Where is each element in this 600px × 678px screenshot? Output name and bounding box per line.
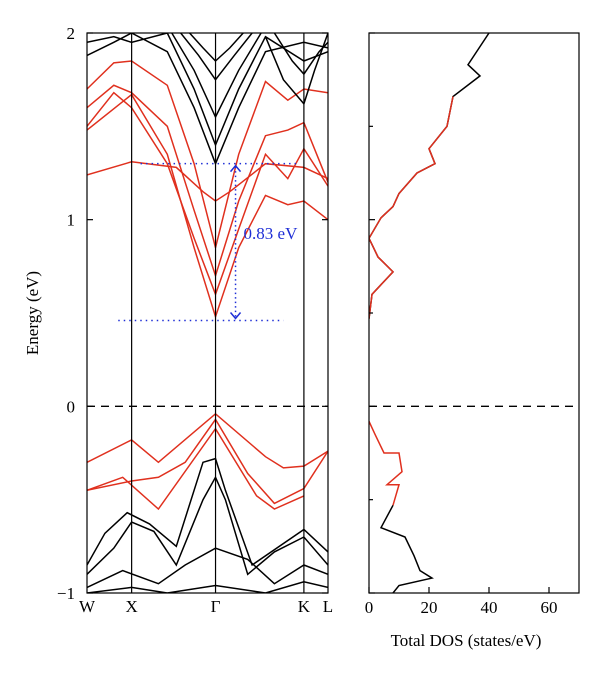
y-tick-label: 2: [67, 24, 76, 43]
band-line-black: [87, 475, 328, 576]
dos-curves: [369, 33, 490, 593]
band-gap-annotation: 0.83 eV: [118, 162, 299, 322]
band-line-red: [87, 93, 328, 320]
band-line-black: [87, 547, 328, 589]
gap-arrow-up-head: [229, 164, 242, 173]
dos-axis-ticks: 0 20 40 60: [365, 587, 558, 617]
dos-tick-label: 40: [481, 598, 498, 617]
band-line-red: [87, 427, 305, 511]
k-point-label: W: [79, 597, 96, 616]
dos-axis-label: Total DOS (states/eV): [391, 631, 542, 650]
band-gap-label: 0.83 eV: [244, 224, 299, 243]
energy-axis-label: Energy (eV): [23, 271, 42, 355]
energy-axis-ticks: −1 0 1 2: [57, 24, 328, 603]
band-line-red: [87, 412, 328, 469]
band-lines: [87, 33, 328, 593]
band-line-black: [180, 33, 253, 81]
dos-curve-red: [369, 420, 403, 506]
k-point-label: Γ: [211, 597, 221, 616]
y-tick-label: −1: [57, 584, 75, 603]
dos-tick-label: 60: [541, 598, 558, 617]
band-plot-frame: [86, 32, 329, 594]
dos-curve-black: [379, 504, 434, 593]
band-line-black: [87, 457, 328, 567]
band-line-black: [87, 581, 328, 593]
dos-tick-label: 20: [421, 598, 438, 617]
dos-panel: 0 20 40 60 Total DOS (states/eV): [365, 32, 580, 650]
y-tick-label: 0: [67, 397, 76, 416]
band-line-red: [87, 84, 328, 279]
gap-arrow-down-head: [229, 311, 242, 320]
band-line-black: [171, 33, 262, 119]
k-point-label: K: [298, 597, 311, 616]
high-symmetry-lines: [131, 33, 305, 593]
dos-curve-red: [369, 96, 454, 319]
k-point-label: X: [125, 597, 137, 616]
band-line-red: [87, 161, 328, 202]
dos-tick-label: 0: [365, 598, 374, 617]
dos-curve-black: [369, 33, 490, 319]
band-line-black: [87, 33, 328, 166]
band-line-black: [189, 33, 244, 63]
k-point-label: L: [323, 597, 333, 616]
y-tick-label: 1: [67, 211, 76, 230]
dos-energy-ticks: [369, 32, 375, 594]
dos-plot-frame: [368, 32, 580, 594]
